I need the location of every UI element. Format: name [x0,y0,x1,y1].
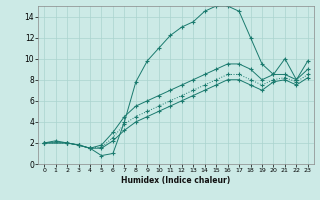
X-axis label: Humidex (Indice chaleur): Humidex (Indice chaleur) [121,176,231,185]
